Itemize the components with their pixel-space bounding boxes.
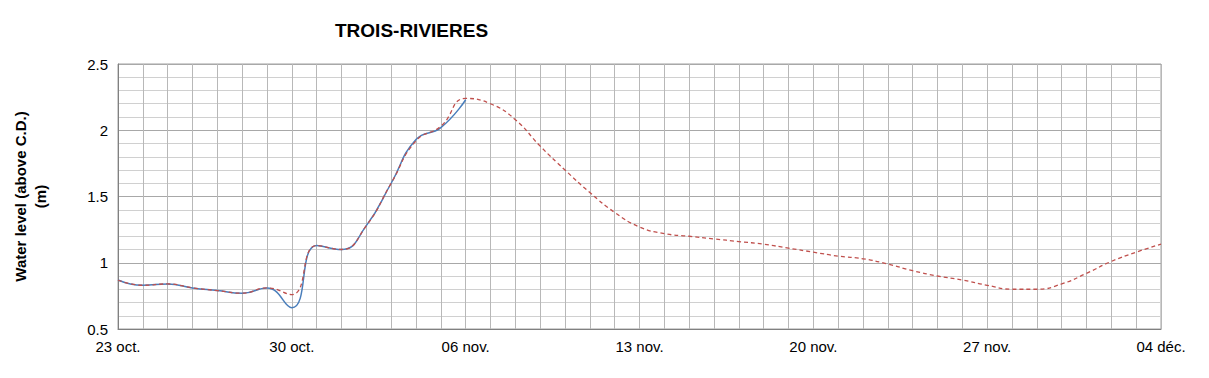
svg-text:TROIS-RIVIERES: TROIS-RIVIERES	[335, 20, 488, 41]
svg-text:06 nov.: 06 nov.	[442, 338, 490, 355]
svg-text:20 nov.: 20 nov.	[789, 338, 837, 355]
svg-text:(m): (m)	[32, 185, 49, 208]
svg-text:2.5: 2.5	[87, 56, 108, 73]
svg-text:23 oct.: 23 oct.	[95, 338, 140, 355]
svg-text:1: 1	[100, 254, 108, 271]
svg-text:0.5: 0.5	[87, 321, 108, 338]
svg-text:Water level (above C.D.): Water level (above C.D.)	[12, 111, 29, 281]
svg-text:30 oct.: 30 oct.	[269, 338, 314, 355]
svg-text:27 nov.: 27 nov.	[963, 338, 1011, 355]
svg-text:2: 2	[100, 122, 108, 139]
svg-text:04 déc.: 04 déc.	[1136, 338, 1185, 355]
svg-text:1.5: 1.5	[87, 188, 108, 205]
svg-text:13 nov.: 13 nov.	[615, 338, 663, 355]
